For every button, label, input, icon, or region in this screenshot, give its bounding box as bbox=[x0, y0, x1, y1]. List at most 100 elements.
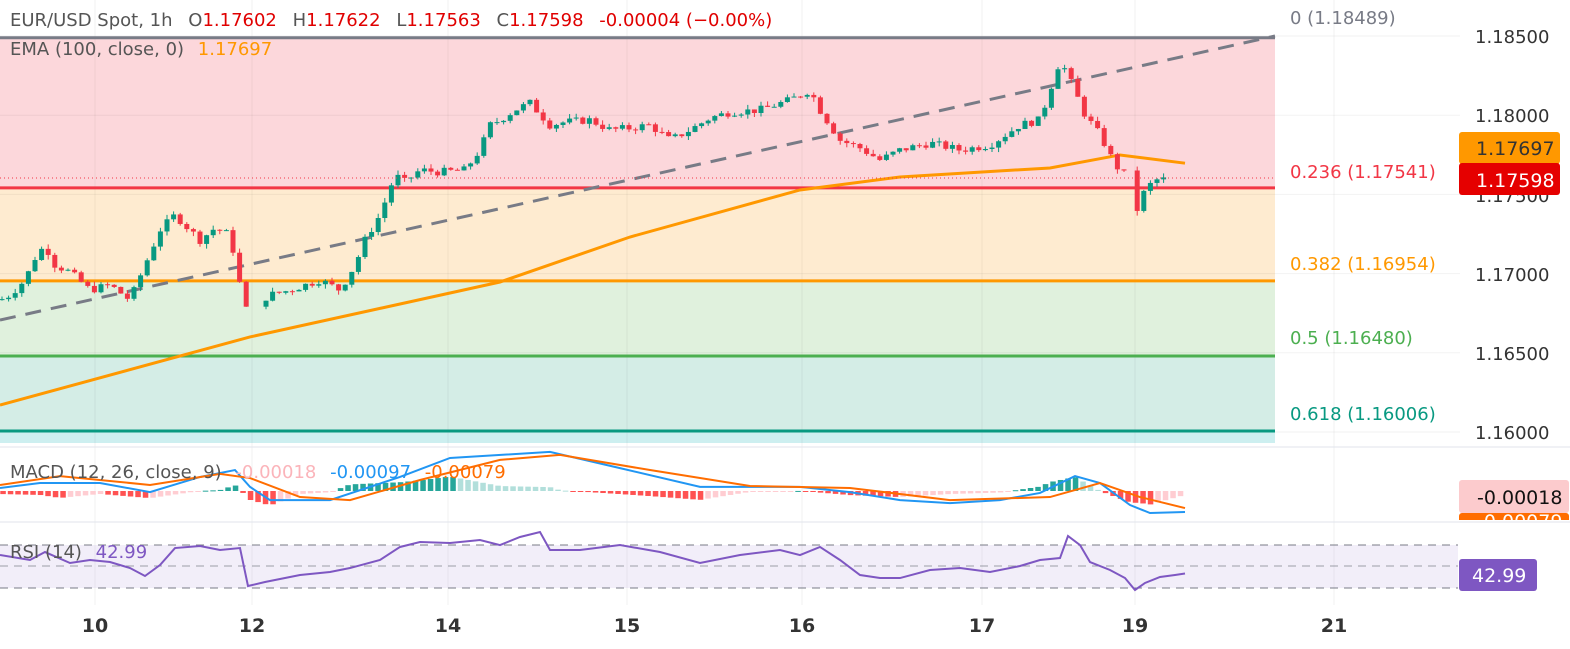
open-label: O bbox=[188, 10, 202, 31]
candle-body bbox=[976, 147, 982, 151]
macd-histogram-bar bbox=[22, 491, 29, 495]
price-tick: 1.18000 bbox=[1475, 106, 1549, 127]
macd-histogram-bar bbox=[322, 491, 329, 493]
price-badge bbox=[1459, 163, 1560, 195]
candle-body bbox=[309, 283, 315, 286]
price-tick: 1.16000 bbox=[1475, 423, 1549, 444]
candle-body bbox=[283, 291, 289, 293]
macd-histogram-bar bbox=[997, 491, 1004, 493]
macd-histogram-bar bbox=[180, 491, 186, 494]
macd-histogram-bar bbox=[1027, 487, 1034, 491]
macd-histogram-bar bbox=[982, 491, 989, 493]
rsi-legend[interactable]: RSI (14) 42.99 bbox=[10, 542, 147, 563]
macd-histogram-bar bbox=[787, 491, 794, 492]
macd-histogram-bar bbox=[952, 491, 959, 494]
date-label: 17 bbox=[969, 615, 995, 637]
macd-histogram-bar bbox=[1005, 491, 1011, 492]
candle-body bbox=[355, 257, 361, 272]
fib-label-0236: 0.236 (1.17541) bbox=[1290, 162, 1436, 183]
macd-histogram-bar bbox=[600, 491, 606, 494]
candle-body bbox=[718, 113, 724, 117]
candle-body bbox=[573, 117, 579, 119]
symbol-title: EUR/USD Spot, 1h bbox=[10, 10, 173, 31]
candle-body bbox=[375, 218, 381, 233]
macd-histogram-bar bbox=[240, 491, 246, 493]
candle-body bbox=[316, 284, 322, 286]
candle-body bbox=[1161, 177, 1167, 180]
candle-body bbox=[725, 113, 731, 117]
candle-body bbox=[263, 300, 269, 307]
candle-body bbox=[791, 96, 797, 98]
price-axis[interactable]: 1.18500 1.18000 1.17500 1.17000 1.16500 … bbox=[1459, 27, 1560, 444]
candle-body bbox=[547, 120, 553, 129]
candle-body bbox=[415, 171, 421, 178]
macd-histogram-bar bbox=[870, 491, 876, 496]
candle-body bbox=[230, 230, 236, 253]
macd-hist-value: -0.00018 bbox=[235, 462, 316, 483]
macd-histogram-bar bbox=[720, 491, 726, 497]
macd-histogram-bar bbox=[817, 491, 824, 493]
macd-histogram-bar bbox=[727, 491, 734, 495]
candle-body bbox=[1101, 128, 1107, 146]
macd-histogram-bar bbox=[165, 491, 171, 496]
macd-histogram-bar bbox=[660, 491, 666, 498]
date-label: 15 bbox=[614, 615, 640, 637]
fib-band bbox=[0, 355, 1275, 432]
macd-histogram-bar bbox=[465, 479, 471, 491]
macd-histogram-bar bbox=[1080, 481, 1086, 491]
macd-hist-badge-text: -0.00018 bbox=[1477, 487, 1562, 509]
candle-body bbox=[560, 122, 566, 125]
price-tick: 1.18500 bbox=[1475, 27, 1549, 48]
macd-histogram-bar bbox=[1155, 491, 1161, 503]
candle-body bbox=[712, 116, 718, 121]
macd-histogram-bar bbox=[975, 491, 981, 494]
candle-body bbox=[45, 248, 51, 255]
candle-body bbox=[1055, 69, 1061, 89]
macd-histogram-bar bbox=[285, 491, 291, 499]
rsi-badge-text: 42.99 bbox=[1472, 565, 1526, 587]
candle-body bbox=[613, 127, 619, 129]
candle-body bbox=[963, 150, 969, 152]
candle-body bbox=[877, 156, 883, 160]
candle-body bbox=[1042, 107, 1048, 117]
candle-body bbox=[1035, 116, 1041, 126]
candle-body bbox=[157, 231, 163, 247]
candle-body bbox=[25, 271, 31, 284]
macd-histogram-bar bbox=[682, 491, 689, 499]
fib-band bbox=[0, 37, 1275, 188]
candle-body bbox=[659, 131, 665, 133]
time-axis[interactable]: 10 12 14 15 16 17 19 21 bbox=[82, 615, 1347, 637]
candle-body bbox=[296, 289, 302, 292]
candle-body bbox=[817, 97, 823, 114]
candle-body bbox=[124, 293, 130, 299]
low-label: L bbox=[396, 10, 406, 31]
macd-histogram-bar bbox=[202, 490, 209, 492]
trendline[interactable] bbox=[0, 34, 1276, 322]
date-label: 12 bbox=[239, 615, 265, 637]
macd-histogram-bar bbox=[472, 481, 479, 491]
macd-histogram-bar bbox=[877, 491, 884, 497]
candle-body bbox=[237, 252, 243, 282]
macd-signal-badge-text: -0.00079 bbox=[1477, 511, 1562, 533]
macd-histogram-bar bbox=[1035, 486, 1041, 491]
fib-label-0382: 0.382 (1.16954) bbox=[1290, 254, 1436, 275]
macd-histogram-bar bbox=[532, 486, 539, 491]
macd-histogram-bar bbox=[457, 478, 464, 491]
candle-body bbox=[223, 230, 229, 232]
macd-histogram-bar bbox=[442, 477, 449, 491]
candle-body bbox=[362, 236, 368, 258]
macd-histogram-bar bbox=[735, 491, 741, 494]
macd-legend[interactable]: MACD (12, 26, close, 9) -0.00018 -0.0009… bbox=[10, 462, 506, 483]
macd-histogram-bar bbox=[1020, 489, 1026, 491]
candle-body bbox=[395, 174, 401, 186]
candle-body bbox=[903, 148, 909, 151]
ema-legend[interactable]: EMA (100, close, 0) 1.17697 bbox=[10, 39, 272, 60]
candle-body bbox=[336, 284, 342, 291]
rsi-badge bbox=[1459, 559, 1537, 591]
macd-histogram-bar bbox=[315, 491, 321, 493]
macd-histogram-bar bbox=[97, 491, 104, 495]
candle-body bbox=[765, 105, 771, 107]
candle-body bbox=[481, 137, 487, 156]
macd-histogram-bar bbox=[945, 491, 951, 495]
